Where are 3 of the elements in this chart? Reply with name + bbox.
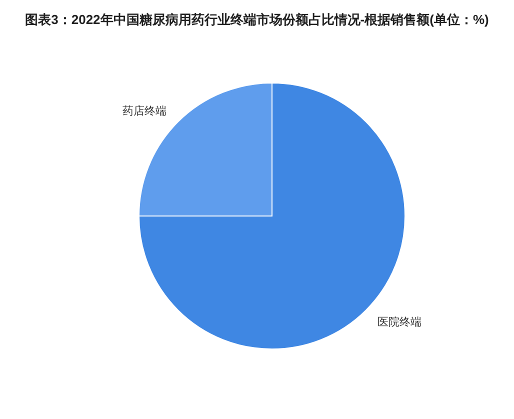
slice-label: 医院终端	[377, 315, 422, 328]
chart-title: 图表3：2022年中国糖尿病用药行业终端市场份额占比情况-根据销售额(单位：%)	[25, 12, 489, 27]
slice-label: 药店终端	[122, 104, 167, 118]
